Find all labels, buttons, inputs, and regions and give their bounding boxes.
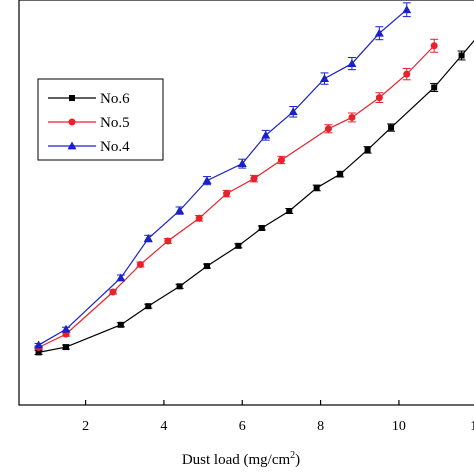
data-point-triangle <box>261 130 271 139</box>
data-point-square <box>35 349 42 356</box>
x-tick-label: 4 <box>160 419 167 434</box>
x-axis-title-superscript: 2 <box>290 450 295 461</box>
data-point-circle <box>324 125 332 133</box>
data-point-circle <box>223 190 231 198</box>
data-point-triangle <box>288 107 298 116</box>
data-point-circle <box>403 70 411 78</box>
data-point-square <box>313 184 320 191</box>
data-point-square <box>364 146 371 153</box>
x-tick-label: 6 <box>239 419 246 434</box>
x-axis-title: Dust load (mg/cm2) <box>182 450 300 468</box>
series-line <box>38 39 474 353</box>
legend-item-no5: No.5 <box>48 115 130 131</box>
data-point-square <box>204 263 210 270</box>
data-point-circle <box>164 237 172 245</box>
data-point-square <box>458 52 465 59</box>
data-point-circle <box>348 113 356 121</box>
plot-frame <box>18 0 474 406</box>
data-point-circle <box>195 214 203 222</box>
data-point-circle <box>277 156 285 164</box>
x-axis-ticks <box>84 400 400 405</box>
x-tick-label: 8 <box>317 419 324 434</box>
x-axis-title-text: Dust load (mg/cm <box>182 452 291 468</box>
x-axis-title-close: ) <box>295 452 300 468</box>
series-line <box>38 45 435 349</box>
legend-label: No.4 <box>100 139 130 155</box>
data-point-circle <box>68 118 76 126</box>
legend-item-no4: No.4 <box>48 139 130 155</box>
x-tick-label: 10 <box>392 419 406 434</box>
data-point-circle <box>136 260 144 268</box>
data-point-square <box>69 95 75 101</box>
data-point-circle <box>430 42 438 50</box>
data-point-square <box>145 303 152 310</box>
data-point-triangle <box>116 273 126 282</box>
data-point-triangle <box>237 159 247 167</box>
legend-item-no6: No.6 <box>48 91 130 107</box>
data-point-triangle <box>402 5 412 14</box>
data-point-triangle <box>320 74 329 82</box>
data-point-circle <box>375 94 383 102</box>
data-point-square <box>235 242 242 249</box>
data-point-circle <box>109 288 117 296</box>
data-point-square <box>388 124 395 131</box>
legend-label: No.6 <box>100 91 130 107</box>
data-point-circle <box>250 175 258 183</box>
x-axis-tick-labels: 2 4 6 8 10 12 <box>82 419 474 434</box>
data-point-triangle <box>34 340 44 349</box>
data-point-square <box>431 84 438 91</box>
x-tick-label: 12 <box>470 419 474 434</box>
data-point-square <box>176 283 183 290</box>
series-no6 <box>34 39 474 356</box>
data-point-triangle <box>67 141 77 150</box>
data-point-square <box>258 225 265 232</box>
data-point-triangle <box>175 206 185 214</box>
data-point-square <box>286 208 293 215</box>
data-point-square <box>117 321 124 328</box>
data-point-triangle <box>143 234 153 242</box>
data-point-square <box>63 344 69 351</box>
legend-label: No.5 <box>100 115 130 131</box>
series-no4 <box>34 2 412 349</box>
data-point-triangle <box>374 28 384 37</box>
data-point-triangle <box>61 324 71 333</box>
legend: No.6 No.5 No.4 <box>37 78 164 161</box>
x-tick-label: 2 <box>82 419 89 434</box>
data-point-triangle <box>202 176 212 185</box>
series-layer <box>34 2 474 356</box>
data-point-square <box>337 171 344 178</box>
data-point-triangle <box>347 59 357 67</box>
